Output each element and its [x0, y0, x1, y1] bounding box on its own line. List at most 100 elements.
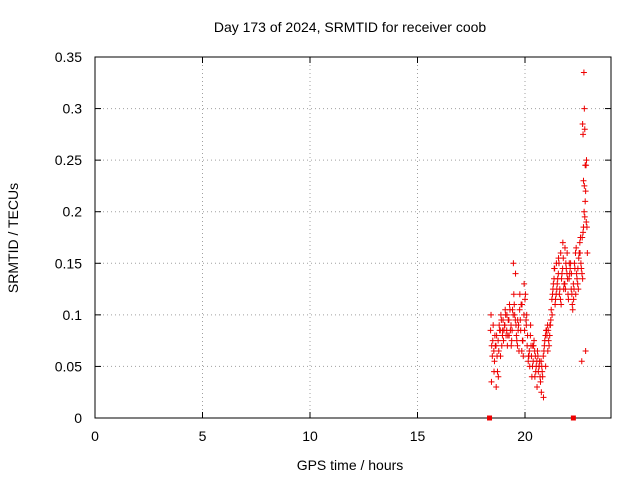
data-point	[516, 306, 523, 313]
data-point	[502, 306, 509, 313]
data-point	[581, 213, 588, 220]
data-point	[540, 353, 547, 360]
data-point	[495, 373, 502, 380]
data-point	[493, 332, 500, 339]
data-point	[518, 301, 525, 308]
data-point	[579, 234, 586, 241]
grid-lines	[95, 57, 611, 418]
data-point	[500, 317, 507, 324]
data-point	[512, 322, 519, 329]
data-point	[546, 342, 553, 349]
y-tick-label: 0.25	[55, 152, 82, 168]
data-point	[532, 353, 539, 360]
data-point	[503, 311, 510, 318]
data-point	[541, 337, 548, 344]
data-point	[492, 342, 499, 349]
data-point	[578, 358, 585, 365]
data-point	[581, 208, 588, 215]
data-point	[495, 337, 502, 344]
data-point	[556, 291, 563, 298]
zero-marker	[570, 415, 576, 421]
data-points	[487, 69, 591, 401]
data-point	[489, 353, 496, 360]
data-point	[577, 249, 584, 256]
data-point	[580, 229, 587, 236]
data-point	[510, 291, 517, 298]
data-point	[577, 260, 584, 267]
data-point	[552, 301, 559, 308]
data-point	[576, 239, 583, 246]
y-tick-label: 0	[74, 410, 82, 426]
y-axis-label: SRMTID / TECUs	[5, 183, 21, 293]
data-point	[584, 249, 591, 256]
data-point	[581, 105, 588, 112]
data-point	[542, 363, 549, 370]
data-point	[573, 270, 580, 277]
data-point	[536, 358, 543, 365]
data-point	[553, 260, 560, 267]
data-point	[500, 337, 507, 344]
data-point	[490, 322, 497, 329]
data-point	[491, 368, 498, 375]
data-point	[549, 311, 556, 318]
data-point	[562, 286, 569, 293]
data-point	[497, 353, 504, 360]
data-point	[537, 378, 544, 385]
data-point	[548, 306, 555, 313]
data-point	[488, 311, 495, 318]
data-point	[581, 182, 588, 189]
data-point	[523, 317, 530, 324]
y-axis-ticks: 0 0.05 0.1 0.15 0.2 0.25 0.3 0.35	[55, 49, 611, 426]
data-point	[582, 347, 589, 354]
data-point	[564, 249, 571, 256]
x-tick-label: 15	[410, 428, 426, 444]
data-point	[558, 270, 565, 277]
data-point	[520, 353, 527, 360]
data-point	[583, 157, 590, 164]
data-point	[581, 126, 588, 133]
data-point	[570, 296, 577, 303]
data-point	[534, 347, 541, 354]
data-point	[507, 327, 514, 334]
data-point	[525, 353, 532, 360]
data-point	[513, 332, 520, 339]
data-point	[516, 291, 523, 298]
y-tick-label: 0.1	[63, 307, 83, 323]
data-point	[557, 249, 564, 256]
data-point	[582, 188, 589, 195]
data-point	[566, 260, 573, 267]
data-point	[529, 342, 536, 349]
data-point	[535, 368, 542, 375]
y-tick-label: 0.05	[55, 358, 82, 374]
data-point	[498, 342, 505, 349]
data-point	[579, 121, 586, 128]
data-point	[540, 394, 547, 401]
data-point	[511, 311, 518, 318]
data-point	[512, 270, 519, 277]
data-point	[515, 347, 522, 354]
data-point	[521, 280, 528, 287]
data-point	[497, 311, 504, 318]
data-point	[522, 296, 528, 303]
data-point	[509, 306, 516, 313]
data-point	[531, 337, 538, 344]
data-point	[489, 337, 496, 344]
data-point	[550, 280, 557, 287]
plot-frame	[94, 56, 612, 419]
data-point	[568, 270, 575, 277]
data-point	[501, 322, 508, 329]
data-point	[583, 162, 590, 169]
data-point	[580, 69, 587, 76]
data-point	[538, 389, 545, 396]
data-point	[563, 265, 570, 272]
data-point	[582, 198, 589, 205]
data-point	[513, 337, 520, 344]
y-tick-label: 0.2	[63, 204, 83, 220]
data-point	[574, 275, 581, 282]
data-point	[487, 327, 494, 334]
data-point	[508, 337, 515, 344]
x-axis-ticks: 0 5 10 15 20	[91, 57, 533, 444]
data-point	[573, 244, 580, 251]
data-point	[555, 255, 562, 262]
